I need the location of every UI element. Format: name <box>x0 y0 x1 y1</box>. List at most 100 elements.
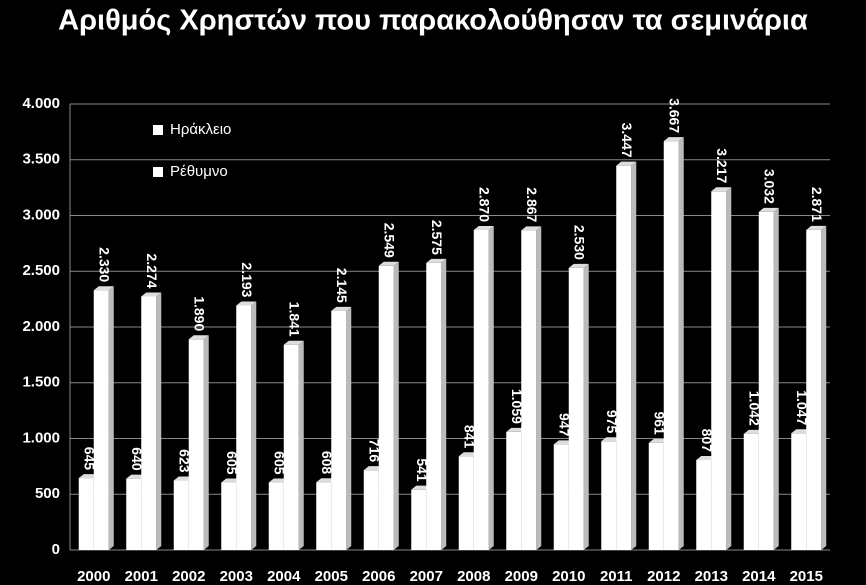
bar <box>568 267 584 550</box>
bar-depth <box>203 335 209 550</box>
bar-top <box>93 286 114 291</box>
bar <box>791 433 807 550</box>
bar <box>473 229 489 550</box>
data-label: 716 <box>367 439 383 463</box>
bar-depth <box>251 301 257 550</box>
data-label: 1.042 <box>747 391 763 426</box>
data-label: 1.890 <box>192 296 208 331</box>
bar-top <box>236 301 257 306</box>
bar-depth <box>583 263 589 550</box>
bar <box>316 482 332 550</box>
x-tick-label: 2014 <box>742 568 776 585</box>
x-tick-label: 2005 <box>315 568 348 585</box>
bar-top <box>473 225 494 230</box>
bar <box>411 489 427 550</box>
bar-top <box>521 226 542 231</box>
x-tick-label: 2009 <box>505 568 538 585</box>
bar-depth <box>346 306 352 550</box>
bar <box>616 165 632 551</box>
bar-top <box>663 137 684 142</box>
y-tick-label: 1.000 <box>22 429 60 446</box>
bar-depth <box>773 207 779 550</box>
data-label: 608 <box>319 451 335 475</box>
data-label: 2.575 <box>429 220 445 255</box>
x-tick-label: 2007 <box>410 568 443 585</box>
data-label: 623 <box>177 449 193 473</box>
y-tick-label: 0 <box>52 541 60 558</box>
bar-depth <box>108 286 114 550</box>
bar <box>663 141 679 550</box>
x-tick-label: 2004 <box>267 568 301 585</box>
bar-top <box>616 161 637 166</box>
bar <box>758 211 774 550</box>
data-label: 947 <box>557 413 573 437</box>
bar <box>806 229 822 551</box>
x-tick-label: 2012 <box>647 568 680 585</box>
bar-depth <box>298 340 304 550</box>
bar <box>426 262 442 550</box>
y-tick-label: 3.500 <box>22 151 60 168</box>
bar-top <box>378 261 399 266</box>
y-tick-label: 3.000 <box>22 206 60 223</box>
data-label: 2.870 <box>477 187 493 222</box>
data-label: 605 <box>224 451 240 475</box>
y-tick-label: 4.000 <box>22 95 60 112</box>
x-tick-label: 2003 <box>220 568 253 585</box>
bar <box>126 478 142 550</box>
data-label: 2.193 <box>239 262 255 297</box>
bar <box>236 305 252 550</box>
bar <box>696 460 712 550</box>
bar-top <box>426 258 447 263</box>
data-label: 2.871 <box>809 187 825 222</box>
bar-top <box>711 187 732 192</box>
chart-title: Αριθμός Χρηστών που παρακολούθησαν τα σε… <box>58 5 808 37</box>
bar-top <box>188 335 209 340</box>
bar <box>711 191 727 550</box>
bar <box>283 344 299 550</box>
bar-depth <box>488 225 494 550</box>
legend-label: Ρέθυμνο <box>170 163 228 180</box>
x-tick-label: 2015 <box>790 568 823 585</box>
data-label: 640 <box>129 447 145 471</box>
data-label: 2.145 <box>334 268 350 303</box>
bar <box>93 290 109 550</box>
bar-depth <box>678 137 684 550</box>
data-label: 975 <box>604 410 620 434</box>
y-tick-label: 500 <box>35 485 60 502</box>
data-label: 2.274 <box>144 253 160 288</box>
data-label: 541 <box>414 458 430 482</box>
bar-depth <box>441 258 447 550</box>
bar-top <box>758 207 779 212</box>
bar-depth <box>536 226 542 550</box>
bar <box>601 441 617 550</box>
bar <box>648 442 664 550</box>
data-label: 807 <box>699 429 715 453</box>
bar-top <box>141 292 162 297</box>
y-tick-label: 2.500 <box>22 262 60 279</box>
bar-depth <box>393 261 399 550</box>
data-label: 1.047 <box>794 390 810 425</box>
data-label: 3.217 <box>714 148 730 183</box>
legend-label: Ηράκλειο <box>170 121 231 138</box>
bar-depth <box>821 225 827 551</box>
bar-top <box>283 340 304 345</box>
x-tick-label: 2001 <box>125 568 158 585</box>
bar <box>78 478 94 550</box>
data-label: 645 <box>82 447 98 471</box>
bar <box>331 310 347 550</box>
x-tick-label: 2002 <box>172 568 205 585</box>
bar-top <box>806 225 827 230</box>
bar <box>743 433 759 550</box>
data-label: 961 <box>652 411 668 435</box>
bar-depth <box>156 292 162 550</box>
data-label: 2.549 <box>382 223 398 258</box>
legend-swatch <box>153 125 163 135</box>
bar-depth <box>631 161 637 551</box>
data-label: 2.867 <box>524 187 540 222</box>
bar <box>506 431 522 550</box>
y-tick-label: 2.000 <box>22 318 60 335</box>
x-tick-label: 2006 <box>362 568 395 585</box>
bar-top <box>331 306 352 311</box>
data-label: 3.032 <box>762 169 778 204</box>
